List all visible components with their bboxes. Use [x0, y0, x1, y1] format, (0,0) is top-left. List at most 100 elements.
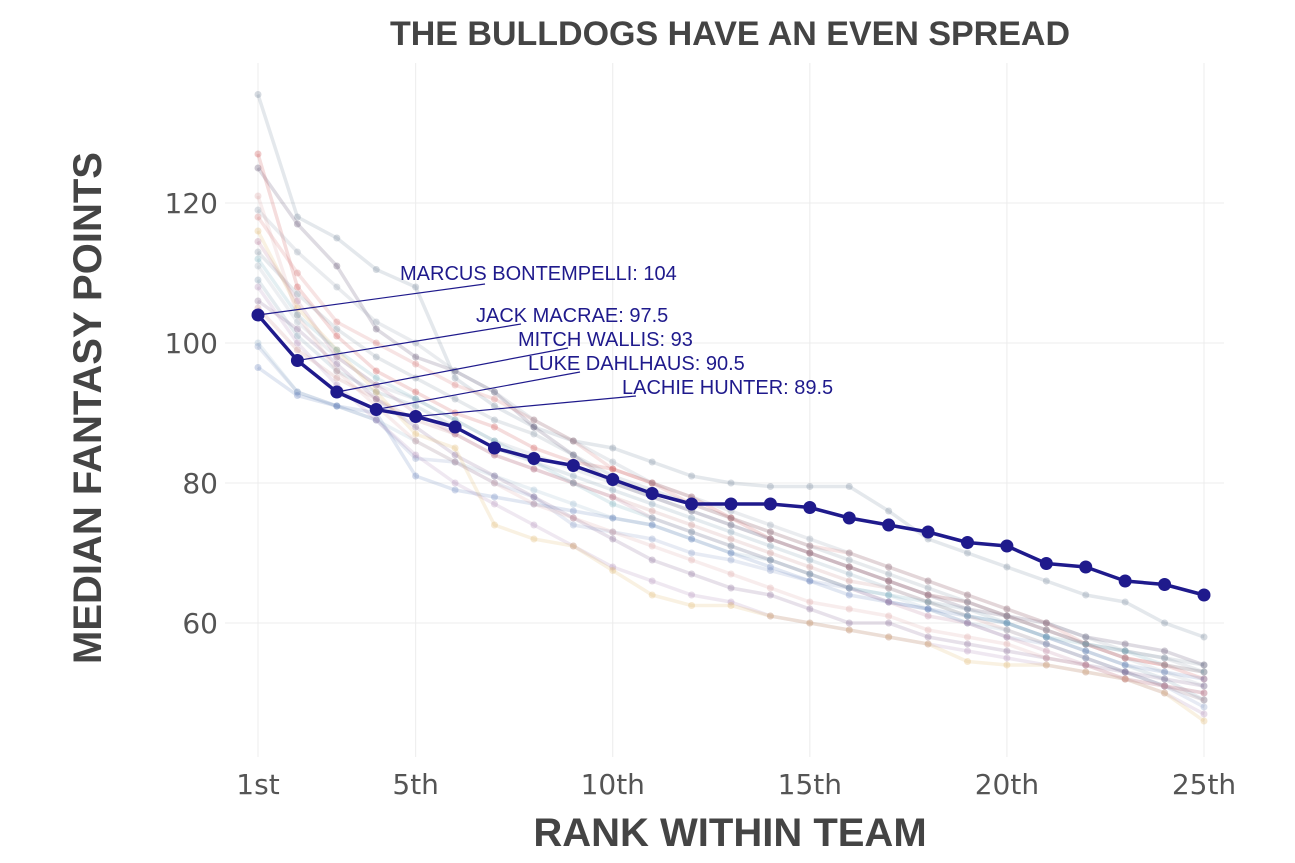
series-point: [254, 192, 262, 200]
series-point: [766, 612, 774, 620]
series-point: [412, 283, 420, 291]
series-point: [1042, 619, 1050, 627]
series-point: [333, 262, 341, 270]
series-point: [1200, 682, 1208, 690]
series-point: [924, 605, 932, 613]
series-point: [845, 563, 853, 571]
series-point: [806, 483, 814, 490]
series-point: [1003, 619, 1011, 627]
series-line: [256, 208, 1205, 674]
series-point: [806, 549, 814, 557]
series-point: [688, 556, 696, 564]
series-point: [1082, 661, 1090, 669]
series-point: [372, 416, 380, 424]
series-point: [372, 388, 380, 396]
highlight-point: [488, 441, 501, 455]
series-point: [924, 598, 932, 606]
series-point: [451, 374, 459, 382]
series-point: [491, 479, 498, 487]
series-point: [885, 584, 893, 592]
series-point: [1003, 612, 1011, 620]
series-point: [1200, 703, 1208, 711]
series-point: [1082, 640, 1090, 648]
series-point: [1082, 640, 1090, 648]
series-point: [1003, 563, 1011, 571]
series-point: [569, 472, 577, 480]
series-point: [766, 563, 774, 571]
series-point: [254, 213, 262, 221]
series-point: [964, 658, 971, 665]
series-point: [491, 472, 498, 480]
series-point: [609, 514, 617, 522]
series-point: [1042, 661, 1050, 669]
series-point: [688, 528, 696, 536]
highlight-point: [842, 511, 856, 525]
highlight-point: [1000, 539, 1014, 553]
series-point: [648, 535, 656, 543]
series-point: [1121, 647, 1129, 655]
series-point: [845, 563, 853, 571]
series-point: [845, 626, 853, 634]
series-point: [727, 542, 735, 550]
series-point: [372, 318, 380, 326]
series-point: [885, 570, 893, 578]
series-point: [491, 521, 498, 529]
highlight-point: [566, 459, 580, 472]
series-line: [256, 250, 1205, 667]
series-point: [766, 528, 774, 536]
series-line: [256, 257, 1205, 674]
series-point: [648, 591, 656, 599]
series-point: [1121, 668, 1129, 676]
annotation-leader: [257, 283, 486, 316]
series-point: [569, 479, 577, 487]
series-point: [845, 584, 853, 592]
series-line: [256, 264, 1205, 688]
series-point: [333, 402, 341, 410]
highlight-point: [803, 501, 817, 514]
highlight-point: [724, 497, 738, 511]
series-point: [885, 598, 893, 606]
series-point: [806, 542, 814, 550]
series-point: [1121, 654, 1129, 662]
series-point: [412, 451, 420, 459]
series-point: [293, 318, 301, 326]
series-point: [333, 318, 341, 326]
series-point: [254, 91, 262, 98]
series-point: [1003, 612, 1011, 620]
series-point: [1200, 668, 1208, 676]
series-point: [372, 416, 380, 424]
series-point: [964, 591, 971, 599]
series-point: [648, 458, 656, 466]
series-point: [727, 479, 735, 487]
series-point: [964, 605, 971, 613]
series-point: [766, 612, 774, 620]
series-point: [688, 549, 696, 557]
series-point: [1200, 717, 1208, 725]
series-point: [609, 535, 617, 543]
series-point: [293, 297, 301, 305]
series-point: [1121, 675, 1129, 683]
series-point: [766, 556, 774, 564]
y-tick-labels: 60 80 100 120: [165, 187, 218, 640]
series-line: [256, 195, 1205, 702]
highlight-point: [1197, 588, 1211, 602]
series-point: [569, 451, 577, 459]
x-tick-labels: 1st 5th 10th 15th 20th 25th: [236, 768, 1236, 801]
annotation-leader: [376, 371, 581, 411]
y-tick-label: 80: [182, 467, 218, 500]
series-point: [964, 619, 971, 627]
series-point: [254, 164, 262, 172]
series-point: [372, 339, 380, 347]
highlight-point: [606, 473, 620, 486]
series-line: [256, 366, 1205, 681]
series-point: [530, 423, 538, 431]
series-point: [727, 549, 735, 557]
series-point: [727, 549, 735, 557]
series-point: [254, 206, 262, 214]
series-line: [256, 341, 1205, 702]
series-point: [609, 567, 617, 574]
y-tick-label: 60: [182, 607, 218, 640]
series-point: [530, 500, 538, 508]
series-point: [806, 570, 814, 578]
series-point: [845, 549, 853, 557]
